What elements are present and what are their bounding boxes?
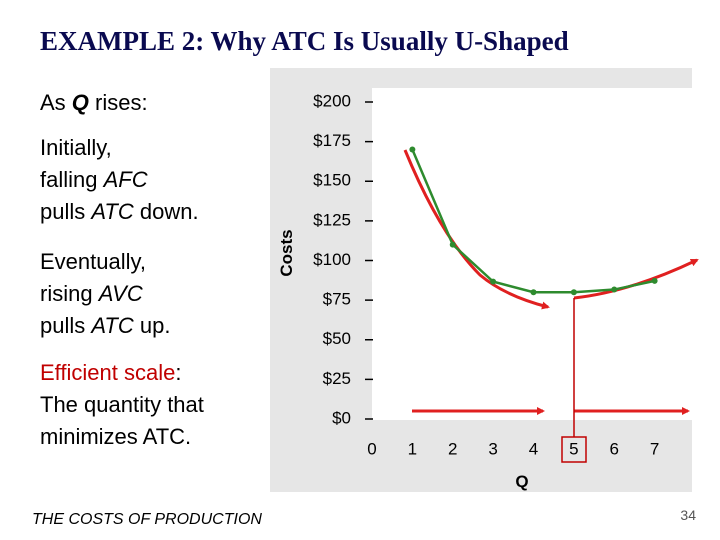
span: down.: [134, 199, 199, 224]
span: Q: [72, 90, 89, 115]
span: pulls: [40, 199, 91, 224]
span: falling: [40, 167, 104, 192]
falling-arrow: [403, 149, 550, 310]
x-tick-label: 0: [367, 439, 376, 458]
x-tick-label: 4: [529, 439, 538, 458]
line: minimizes ATC.: [40, 424, 191, 449]
data-point: [611, 286, 618, 293]
y-tick-label: $200: [313, 91, 351, 110]
span: AFC: [102, 167, 148, 192]
x-tick-label: 5: [569, 439, 578, 458]
span: Initially,: [40, 135, 112, 160]
span: rising: [40, 281, 99, 306]
x-tick-label: 3: [488, 439, 497, 458]
span: up.: [134, 313, 171, 338]
y-tick-label: $175: [313, 131, 351, 150]
y-tick-label: $75: [323, 290, 351, 309]
y-tick-label: $100: [313, 250, 351, 269]
span: The quantity that: [40, 392, 204, 417]
x-axis-label: Q: [515, 472, 528, 491]
span: minimizes ATC.: [40, 424, 191, 449]
data-point: [490, 278, 497, 285]
span: Efficient scale: [40, 360, 175, 385]
span: ATC: [89, 199, 133, 224]
data-point: [530, 289, 537, 296]
line: The quantity that: [40, 392, 204, 417]
y-tick-label: $0: [332, 408, 351, 427]
y-tick-label: $25: [323, 369, 351, 388]
footer: THE COSTS OF PRODUCTION: [32, 511, 262, 528]
data-point: [449, 241, 456, 248]
y-tick-label: $150: [313, 171, 351, 190]
span: pulls: [40, 313, 91, 338]
line: falling AFC: [40, 167, 148, 192]
span: AVC: [97, 281, 143, 306]
chart: $0 $25 $50 $75 $100 $125 $150 $175 $200 0 1 2 3 4 5 6 7 C…: [277, 91, 659, 491]
span: :: [175, 360, 181, 385]
span: As: [40, 90, 72, 115]
line: Eventually,: [40, 249, 146, 274]
line: pulls ATC up.: [40, 313, 170, 338]
line: rising AVC: [40, 281, 143, 306]
span: Eventually,: [40, 249, 146, 274]
data-point: [409, 146, 416, 153]
y-tick-label: $125: [313, 210, 351, 229]
x-tick-label: 7: [650, 439, 659, 458]
line: Efficient scale:: [40, 360, 181, 385]
y-axis-label: Costs: [277, 229, 296, 276]
line: pulls ATC down.: [40, 199, 199, 224]
x-tick-label: 1: [408, 439, 417, 458]
y-tick-label: $50: [323, 329, 351, 348]
plot-area: [372, 88, 700, 420]
span: ATC: [89, 313, 133, 338]
slide-title: EXAMPLE 2: Why ATC Is Usually U-Shaped: [40, 26, 569, 56]
page-number: 34: [680, 507, 696, 523]
x-tick-label: 6: [610, 439, 619, 458]
line: Initially,: [40, 135, 112, 160]
data-point: [651, 277, 658, 284]
x-tick-label: 2: [448, 439, 457, 458]
span: rises:: [89, 90, 148, 115]
body-text: As Q rises: Initially, falling AFC pulls…: [40, 90, 204, 449]
line: As Q rises:: [40, 90, 148, 115]
data-point: [570, 289, 577, 296]
efficient-scale-box: [561, 436, 587, 463]
